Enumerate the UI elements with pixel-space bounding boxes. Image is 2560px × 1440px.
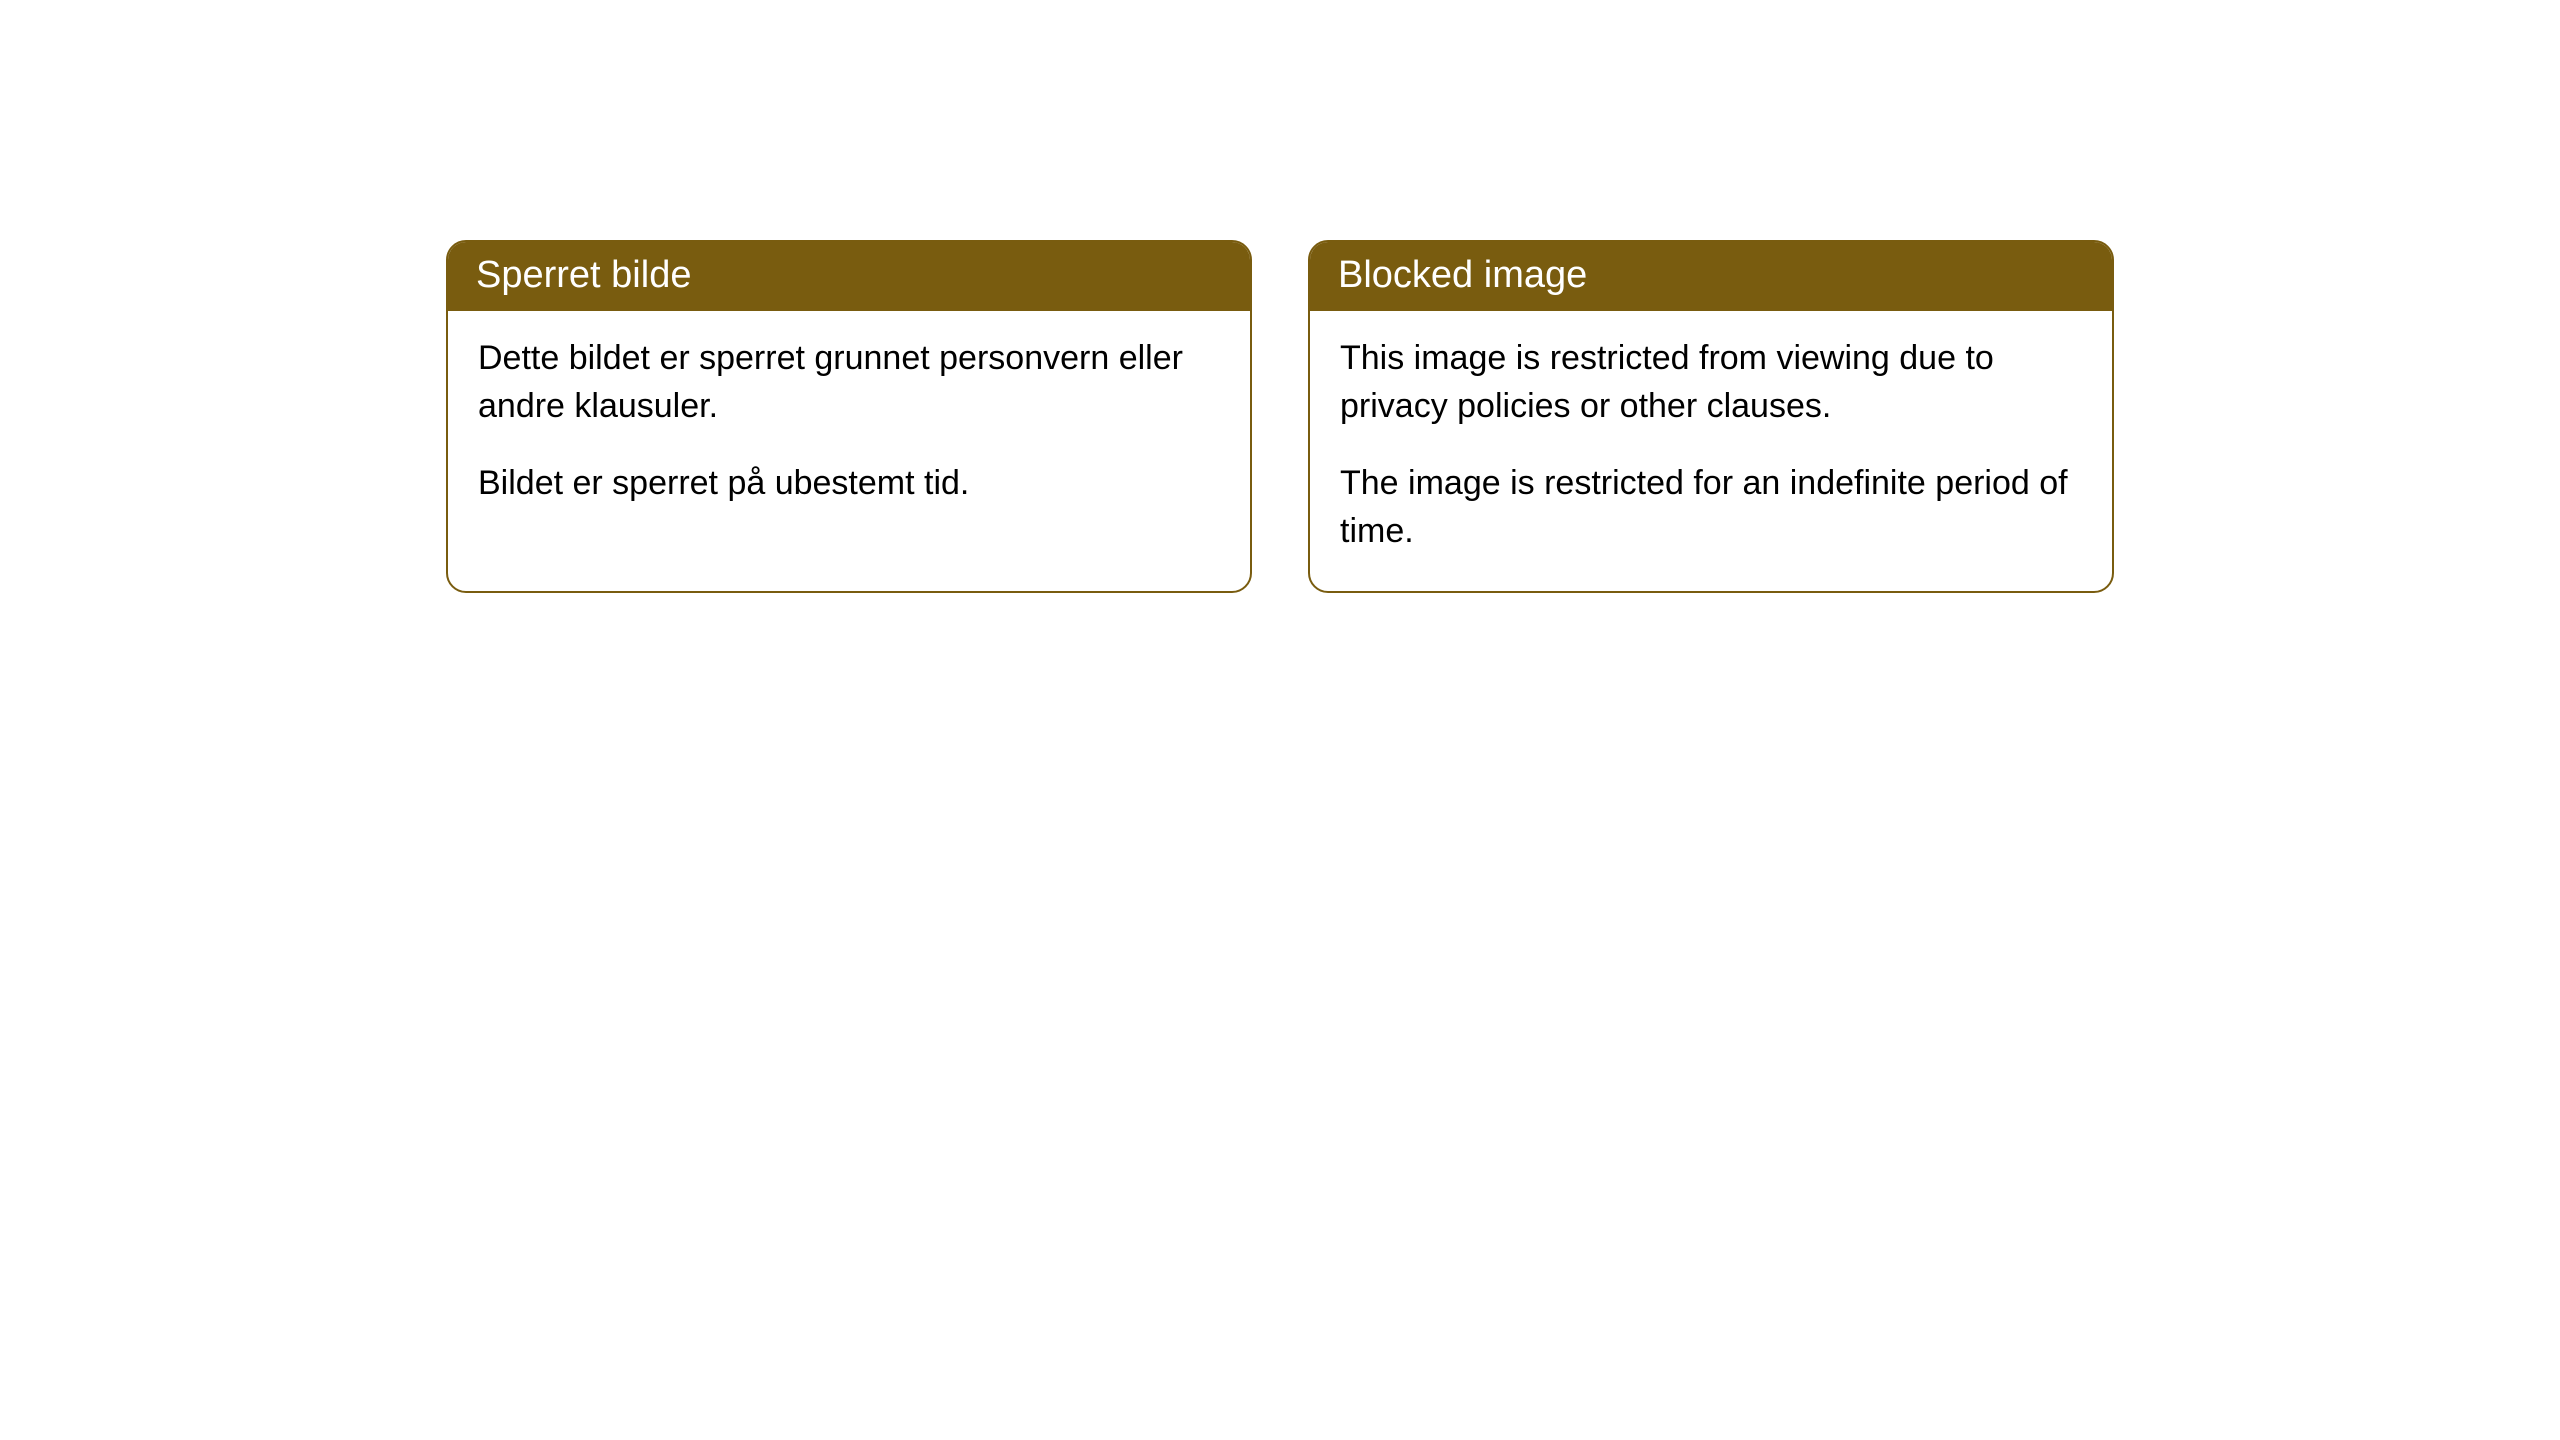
card-title: Sperret bilde xyxy=(476,254,691,296)
card-header-english: Blocked image xyxy=(1310,242,2112,311)
card-paragraph: Dette bildet er sperret grunnet personve… xyxy=(478,335,1220,430)
card-norwegian: Sperret bilde Dette bildet er sperret gr… xyxy=(446,240,1252,593)
cards-container: Sperret bilde Dette bildet er sperret gr… xyxy=(0,240,2560,593)
card-body-english: This image is restricted from viewing du… xyxy=(1310,311,2112,591)
card-title: Blocked image xyxy=(1338,254,1587,296)
card-body-norwegian: Dette bildet er sperret grunnet personve… xyxy=(448,311,1250,544)
card-english: Blocked image This image is restricted f… xyxy=(1308,240,2114,593)
card-header-norwegian: Sperret bilde xyxy=(448,242,1250,311)
card-paragraph: Bildet er sperret på ubestemt tid. xyxy=(478,460,1220,508)
card-paragraph: This image is restricted from viewing du… xyxy=(1340,335,2082,430)
card-paragraph: The image is restricted for an indefinit… xyxy=(1340,460,2082,555)
